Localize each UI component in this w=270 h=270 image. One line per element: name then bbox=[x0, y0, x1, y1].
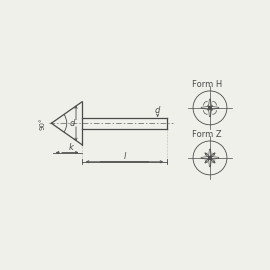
Text: l: l bbox=[123, 152, 126, 161]
Text: Form Z: Form Z bbox=[192, 130, 222, 139]
Text: d: d bbox=[69, 119, 75, 128]
Text: Form H: Form H bbox=[192, 80, 222, 89]
Text: d: d bbox=[155, 106, 160, 116]
Text: 90°: 90° bbox=[40, 117, 46, 130]
Text: k: k bbox=[69, 143, 74, 152]
